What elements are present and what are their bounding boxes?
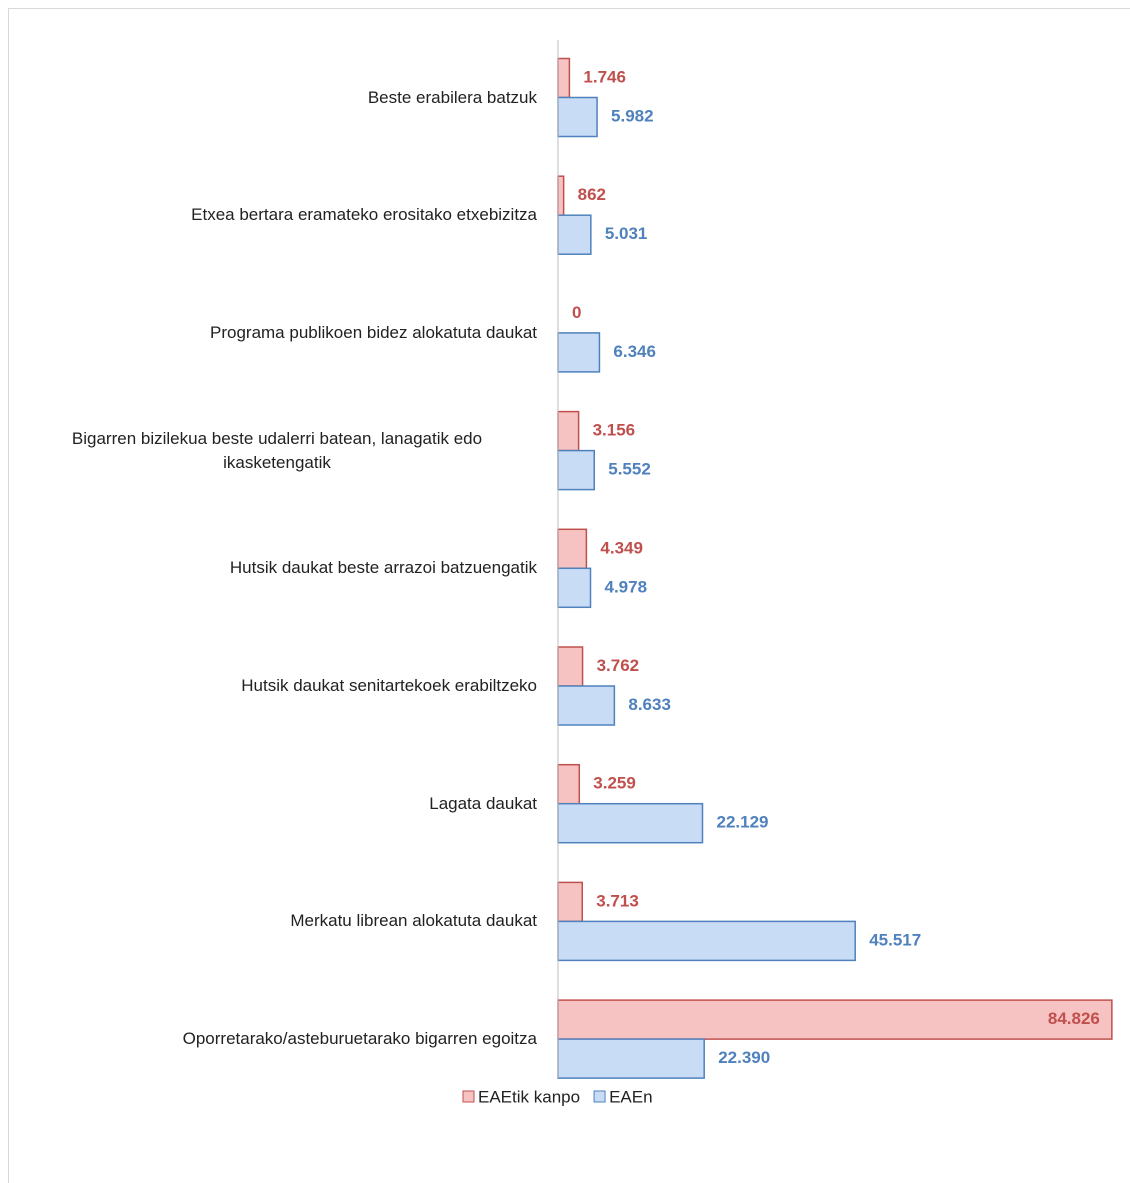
- category-label-box: Bigarren bizilekua beste udalerri batean…: [10, 411, 537, 491]
- category-label-box: Hutsik daukat senitartekoek erabiltzeko: [10, 646, 537, 726]
- value-label: 6.346: [613, 342, 656, 361]
- value-label: 4.978: [605, 577, 648, 596]
- value-label: 3.156: [593, 421, 636, 440]
- bar: [557, 802, 704, 844]
- bar: [557, 410, 580, 452]
- value-label: 3.713: [596, 891, 639, 910]
- category-label-box: Hutsik daukat beste arrazoi batzuengatik: [10, 528, 537, 608]
- value-label: 5.982: [611, 106, 654, 125]
- value-label: 5.552: [608, 460, 651, 479]
- category-label: Merkatu librean alokatuta daukat: [290, 911, 537, 931]
- category-label: Bigarren bizilekua beste udalerri batean…: [71, 428, 483, 472]
- category-label-box: Lagata daukat: [10, 764, 537, 844]
- category-label-box: Oporretarako/asteburuetarako bigarren eg…: [10, 999, 537, 1079]
- bar: [557, 1038, 705, 1079]
- category-label: Hutsik daukat senitartekoek erabiltzeko: [241, 676, 537, 695]
- category-label-box: Etxea bertara eramateko erositako etxebi…: [10, 175, 537, 255]
- chart-border: [8, 8, 1130, 1183]
- legend-swatch: [462, 1090, 475, 1103]
- category-label: Beste erabilera batzuk: [367, 87, 537, 107]
- bar: [557, 214, 592, 255]
- category-label: Hutsik daukat beste arrazoi batzuengatik: [229, 558, 537, 578]
- category-label-box: Beste erabilera batzuk: [10, 58, 537, 138]
- bar: [557, 96, 598, 138]
- value-label: 862: [578, 185, 606, 204]
- value-label: 22.390: [718, 1048, 770, 1067]
- value-label: 84.826: [1048, 1009, 1100, 1028]
- value-label: 1.746: [583, 67, 626, 86]
- value-label: 0: [572, 303, 581, 322]
- value-label: 4.349: [600, 538, 643, 557]
- value-label: 3.762: [597, 656, 640, 675]
- bar: [557, 332, 601, 373]
- legend-swatch: [593, 1090, 606, 1103]
- bar: [557, 449, 596, 491]
- legend-label: EAEn: [609, 1087, 652, 1106]
- category-label: Oporretarako/asteburuetarako bigarren eg…: [182, 1029, 537, 1049]
- value-label: 45.517: [869, 930, 921, 949]
- bar: [557, 528, 588, 570]
- bar: [557, 999, 1113, 1040]
- category-label: Programa publikoen bidez alokatuta dauka…: [210, 322, 537, 342]
- bar: [557, 763, 581, 805]
- bar: [557, 175, 565, 216]
- value-label: 8.633: [628, 695, 671, 714]
- bar: [557, 567, 592, 609]
- bar: [557, 646, 584, 687]
- category-label: Lagata daukat: [429, 793, 537, 813]
- value-label: 3.259: [593, 774, 636, 793]
- bar: [557, 881, 583, 923]
- bar: [557, 57, 571, 99]
- value-label: 5.031: [605, 224, 648, 243]
- legend-label: EAEtik kanpo: [478, 1087, 580, 1106]
- category-label-box: Programa publikoen bidez alokatuta dauka…: [10, 293, 537, 373]
- category-label: Etxea bertara eramateko erositako etxebi…: [191, 205, 537, 225]
- value-label: 22.129: [716, 813, 768, 832]
- bar: [557, 920, 856, 962]
- category-label-box: Merkatu librean alokatuta daukat: [10, 881, 537, 961]
- bar: [557, 685, 616, 726]
